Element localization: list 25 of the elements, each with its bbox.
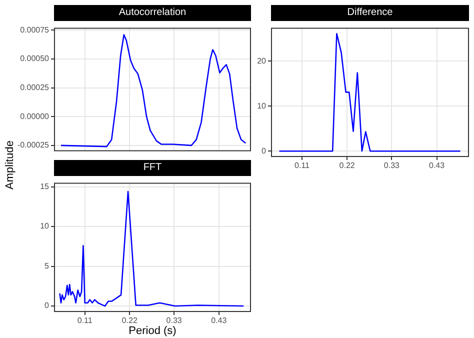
chart-title: Autocorrelation: [54, 5, 251, 21]
y-tick-label: -0.00025: [17, 140, 50, 150]
y-tick-label: 0: [44, 301, 50, 310]
x-tick-label: 0.22: [339, 161, 356, 170]
x-tick-label: 0.22: [122, 316, 138, 326]
x-tick-label: 0.11: [77, 316, 93, 326]
y-tick-label: 0.00000: [20, 112, 50, 121]
x-tick-label: 0.11: [294, 161, 310, 170]
y-tick-label: 15: [40, 182, 50, 191]
y-tick-label: 20: [257, 56, 267, 66]
x-axis-title: Period (s): [128, 325, 176, 337]
y-tick-label: 0.00025: [20, 82, 50, 92]
y-tick-label: 5: [44, 261, 50, 270]
y-tick-label: 0.00050: [20, 54, 50, 64]
y-tick-label: 0: [262, 146, 267, 156]
x-tick-label: 0.43: [428, 161, 446, 170]
x-tick-label: 0.43: [211, 316, 228, 326]
y-tick-label: 10: [40, 222, 50, 231]
x-tick-label: 0.33: [384, 161, 400, 170]
y-axis-title: Amplitude: [4, 140, 16, 190]
chart-title: Difference: [271, 5, 469, 21]
y-tick-label: 10: [257, 101, 267, 110]
chart-title: FFT: [54, 160, 251, 176]
x-tick-label: 0.33: [166, 316, 182, 326]
y-tick-label: 0.00075: [20, 25, 50, 34]
